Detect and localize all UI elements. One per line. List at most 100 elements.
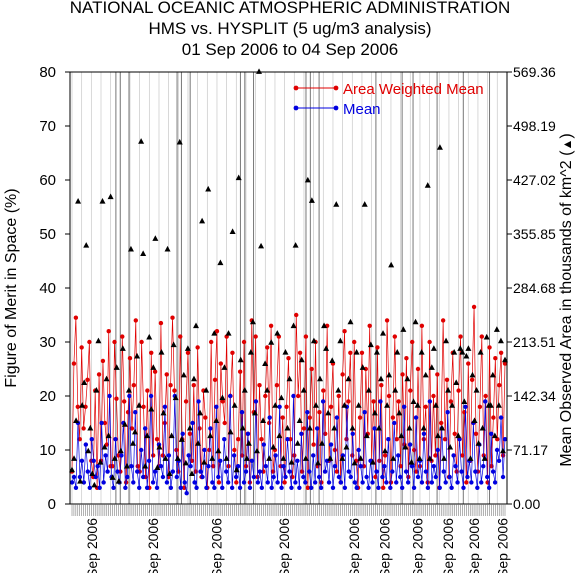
mean-point-19 (107, 393, 112, 399)
mean-observed-area-point-76 (223, 455, 230, 461)
area-weighted-mean-point-1 (71, 361, 77, 366)
mean-point-147 (360, 480, 365, 485)
mean-point-50 (168, 485, 174, 490)
mean-point-63 (194, 485, 199, 490)
mean-point-31 (131, 480, 136, 485)
mean-point-169 (403, 469, 409, 474)
area-weighted-mean-point-103 (268, 323, 274, 328)
mean-point-133 (332, 464, 338, 469)
mean-observed-area-point-93 (258, 242, 265, 249)
mean-observed-area-point-167 (408, 459, 415, 465)
mean-observed-area-point-203 (481, 455, 488, 461)
mean-point-198 (461, 485, 466, 490)
mean-point-132 (330, 485, 336, 490)
area-weighted-mean-point-79 (222, 420, 227, 426)
mean-point-29 (127, 393, 132, 399)
y-axis-label: Figure of Merit in Space (%) (3, 188, 20, 387)
x-tick-label-4: Sep 2006 (346, 518, 362, 573)
mean-observed-area-point-181 (436, 144, 443, 150)
area-weighted-mean-point-101 (265, 345, 270, 350)
mean-point-35 (139, 447, 144, 453)
mean-point-28 (125, 474, 130, 480)
area-weighted-mean-point-123 (307, 415, 312, 420)
area-weighted-mean-point-219 (493, 356, 498, 361)
mean-observed-area-point-69 (209, 455, 216, 461)
mean-point-127 (320, 399, 326, 404)
mean-observed-area-point-136 (345, 375, 352, 382)
legend-marker-area-weighted-mean-end (333, 85, 339, 91)
mean-point-80 (227, 393, 233, 399)
mean-observed-area-point-102 (276, 432, 283, 439)
mean-observed-area-point-125 (323, 345, 330, 351)
mean-point-115 (297, 485, 302, 490)
mean-observed-area-point-200 (475, 440, 482, 446)
area-weighted-mean-point-173 (404, 356, 409, 361)
mean-observed-area-point-198 (471, 417, 478, 423)
mean-observed-area-point-117 (306, 424, 313, 431)
mean-observed-area-point-163 (400, 326, 407, 332)
area-weighted-mean-point-201 (458, 334, 463, 339)
mean-observed-area-point-66 (203, 386, 210, 393)
mean-point-83 (233, 474, 239, 480)
mean-point-148 (362, 410, 367, 415)
mean-point-51 (170, 469, 176, 474)
mean-observed-area-point-85 (241, 386, 248, 393)
mean-observed-area-point-162 (398, 432, 405, 439)
area-weighted-mean-point-109 (280, 415, 285, 420)
mean-point-109 (285, 437, 290, 442)
mean-observed-area-point-177 (428, 364, 435, 370)
mean-observed-area-point-171 (416, 455, 423, 461)
mean-observed-area-point-124 (321, 322, 328, 329)
mean-observed-area-point-146 (365, 386, 372, 393)
mean-observed-area-point-78 (227, 428, 234, 435)
mean-point-0 (69, 480, 75, 485)
mean-point-219 (502, 437, 508, 442)
mean-point-146 (358, 464, 363, 469)
mean-observed-area-point-32 (134, 352, 141, 359)
mean-observed-area-point-140 (353, 349, 360, 355)
area-weighted-mean-point-194 (444, 377, 450, 382)
area-weighted-mean-point-166 (390, 415, 396, 420)
mean-observed-area-point-42 (154, 464, 161, 470)
mean-point-57 (182, 480, 187, 485)
mean-point-82 (231, 453, 237, 458)
area-weighted-mean-point-136 (332, 447, 338, 453)
area-weighted-mean-point-116 (294, 312, 299, 318)
mean-point-1 (71, 474, 77, 480)
mean-observed-area-point-67 (205, 185, 212, 192)
mean-point-172 (409, 464, 415, 469)
mean-observed-area-point-195 (465, 345, 472, 351)
mean-observed-area-point-164 (402, 443, 409, 450)
mean-point-124 (314, 426, 320, 431)
area-weighted-mean-point-5 (79, 345, 84, 350)
x-tick-label-8: Sep 2006 (466, 518, 482, 573)
area-weighted-mean-point-102 (266, 420, 272, 426)
x-tick-label-1: Sep 2006 (145, 518, 161, 573)
area-weighted-mean-point-198 (452, 431, 457, 436)
mean-point-160 (386, 437, 391, 442)
mean-observed-area-point-153 (380, 330, 387, 336)
area-weighted-mean-point-83 (230, 350, 235, 355)
mean-point-214 (492, 480, 498, 485)
area-weighted-mean-point-119 (299, 469, 305, 474)
mean-observed-area-point-79 (229, 228, 236, 235)
mean-point-2 (73, 485, 79, 490)
area-weighted-mean-point-144 (348, 350, 353, 355)
mean-observed-area-point-68 (207, 432, 214, 439)
area-weighted-mean-point-60 (185, 350, 191, 355)
mean-observed-area-point-191 (457, 345, 464, 351)
mean-point-96 (259, 485, 265, 490)
area-weighted-mean-point-27 (121, 399, 127, 404)
mean-point-162 (390, 469, 395, 474)
area-weighted-mean-point-47 (160, 453, 166, 458)
mean-point-23 (115, 469, 120, 474)
mean-observed-area-point-81 (233, 466, 240, 473)
mean-observed-area-point-25 (119, 345, 126, 351)
mean-point-126 (318, 485, 324, 490)
area-weighted-mean-point-100 (263, 393, 268, 399)
mean-point-47 (162, 404, 168, 409)
area-weighted-mean-point-216 (487, 345, 492, 350)
area-weighted-mean-point-160 (379, 383, 384, 388)
mean-observed-area-point-88 (247, 349, 254, 355)
mean-point-55 (178, 485, 183, 490)
